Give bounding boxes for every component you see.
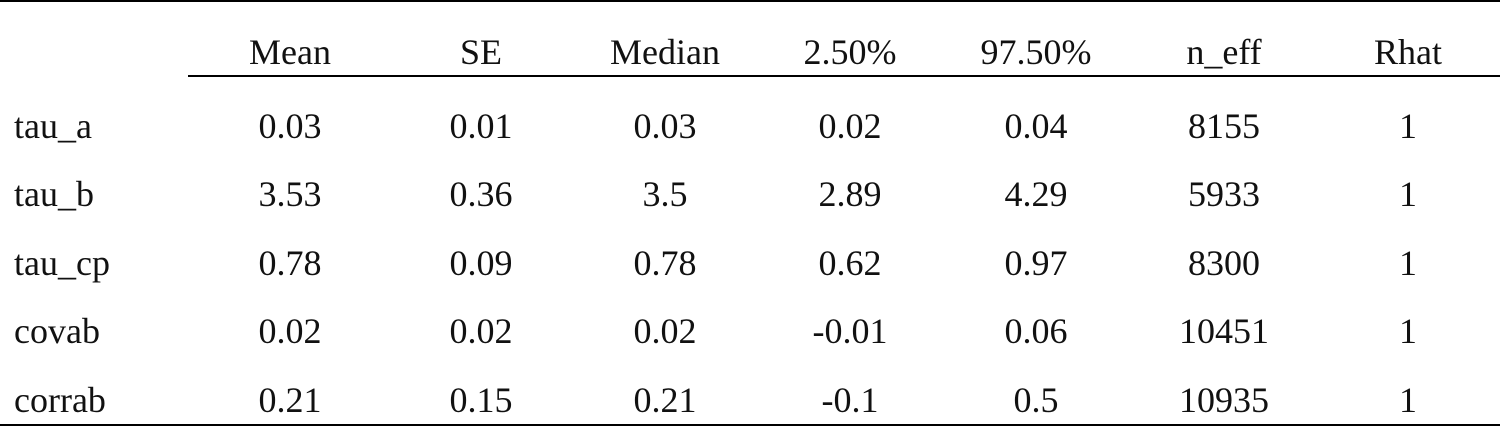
table-cell: -0.1 [821,380,879,420]
table-cell: 0.02 [633,311,697,351]
table-cell: 1 [1399,311,1417,351]
table-cell: 0.02 [818,106,882,146]
table-cell: 0.02 [449,311,513,351]
column-header-mean: Mean [249,32,331,72]
column-header-median: Median [610,32,720,72]
table-cell: 3.5 [642,174,688,214]
table-cell: 10935 [1179,380,1269,420]
table-cell: 0.04 [1004,106,1068,146]
table-cell: 0.06 [1004,311,1068,351]
table-cell: 0.02 [258,311,322,351]
table-cell: 0.62 [818,243,882,283]
table-cell: 0.03 [633,106,697,146]
row-label: tau_b [14,174,94,214]
table-cell: 0.21 [258,380,322,420]
table-cell: 0.78 [258,243,322,283]
table-cell: 0.01 [449,106,513,146]
table-cell: 0.09 [449,243,513,283]
table-cell: 0.03 [258,106,322,146]
column-header-97-5-percent: 97.50% [980,32,1092,72]
table-cell: 0.21 [633,380,697,420]
table-cell: 0.78 [633,243,697,283]
table-cell: 2.89 [818,174,882,214]
column-header-se: SE [459,32,502,72]
table-cell: -0.01 [812,311,888,351]
row-label: corrab [14,380,106,420]
column-header-2-5-percent: 2.50% [803,32,897,72]
header-divider [188,75,1500,77]
table-cell: 3.53 [258,174,322,214]
table-cell: 1 [1399,174,1417,214]
table-cell: 8155 [1188,106,1260,146]
table-cell: 0.15 [449,380,513,420]
table-cell: 1 [1399,243,1417,283]
table-cell: 8300 [1188,243,1260,283]
row-label: covab [14,311,100,351]
table-cell: 1 [1399,380,1417,420]
table-cell: 10451 [1179,311,1269,351]
table-cell: 0.36 [449,174,513,214]
table-cell: 1 [1399,106,1417,146]
table-cell: 0.97 [1004,243,1068,283]
table-cell: 5933 [1188,174,1260,214]
row-label: tau_a [14,106,92,146]
column-header-rhat: Rhat [1374,32,1442,72]
column-header-n-eff: n_eff [1186,32,1262,72]
table-cell: 4.29 [1004,174,1068,214]
table-cell: 0.5 [1013,380,1059,420]
row-label: tau_cp [14,243,110,283]
